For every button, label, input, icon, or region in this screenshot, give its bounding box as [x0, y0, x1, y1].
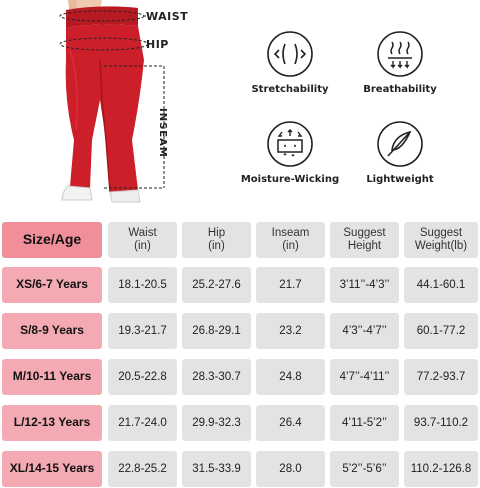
table-cell: 29.9-32.3	[182, 405, 251, 441]
column-header-height: Suggest Height	[330, 222, 399, 258]
table-cell: 4’3’’-4’7’’	[330, 313, 399, 349]
table-cell: 28.3-30.7	[182, 359, 251, 395]
table-cell: 3’11’’-4’3’’	[330, 267, 399, 303]
column-header-waist: Waist (in)	[108, 222, 177, 258]
table-cell: 5’2’’-5’6’’	[330, 451, 399, 487]
feature-label: Moisture-Wicking	[240, 174, 340, 185]
size-age-header: Size/Age	[2, 222, 102, 258]
row-label-l: L/12-13 Years	[2, 405, 102, 441]
table-cell: 28.0	[256, 451, 325, 487]
table-cell: 110.2-126.8	[404, 451, 478, 487]
table-cell: 23.2	[256, 313, 325, 349]
table-cell: 31.5-33.9	[182, 451, 251, 487]
inseam-label: INSEAM	[157, 108, 168, 158]
feature-label: Stretchability	[251, 84, 329, 95]
table-cell: 4’7’’-4’11’’	[330, 359, 399, 395]
table-cell: 60.1-77.2	[404, 313, 478, 349]
row-label-s: S/8-9 Years	[2, 313, 102, 349]
table-cell: 19.3-21.7	[108, 313, 177, 349]
table-cell: 26.8-29.1	[182, 313, 251, 349]
feature-lightweight: Lightweight	[345, 120, 455, 185]
column-header-inseam: Inseam (in)	[256, 222, 325, 258]
row-label-xl: XL/14-15 Years	[2, 451, 102, 487]
table-cell: 25.2-27.6	[182, 267, 251, 303]
feature-breathability: Breathability	[345, 30, 455, 95]
table-cell: 21.7-24.0	[108, 405, 177, 441]
moisture-wicking-icon	[267, 121, 313, 167]
column-header-hip: Hip (in)	[182, 222, 251, 258]
table-cell: 26.4	[256, 405, 325, 441]
feature-stretchability: Stretchability	[235, 30, 345, 95]
table-cell: 22.8-25.2	[108, 451, 177, 487]
column-header-weight: Suggest Weight(lb)	[404, 222, 478, 258]
row-label-m: M/10-11 Years	[2, 359, 102, 395]
table-cell: 77.2-93.7	[404, 359, 478, 395]
feature-label: Breathability	[363, 84, 437, 95]
table-cell: 44.1-60.1	[404, 267, 478, 303]
row-label-xs: XS/6-7 Years	[2, 267, 102, 303]
table-cell: 20.5-22.8	[108, 359, 177, 395]
table-cell: 18.1-20.5	[108, 267, 177, 303]
waist-label: WAIST	[146, 10, 189, 23]
stretch-icon	[267, 31, 313, 77]
product-illustration: WAIST HIP INSEAM Stretchability Breathab…	[0, 0, 480, 212]
feature-label: Lightweight	[366, 174, 434, 185]
table-cell: 4’11-5’2’’	[330, 405, 399, 441]
table-cell: 24.8	[256, 359, 325, 395]
feather-icon	[377, 121, 423, 167]
leggings-model-image	[59, 0, 165, 203]
breathability-icon	[377, 31, 423, 77]
feature-moisture-wicking: Moisture-Wicking	[235, 120, 345, 185]
table-cell: 93.7-110.2	[404, 405, 478, 441]
hip-label: HIP	[146, 38, 169, 51]
table-cell: 21.7	[256, 267, 325, 303]
